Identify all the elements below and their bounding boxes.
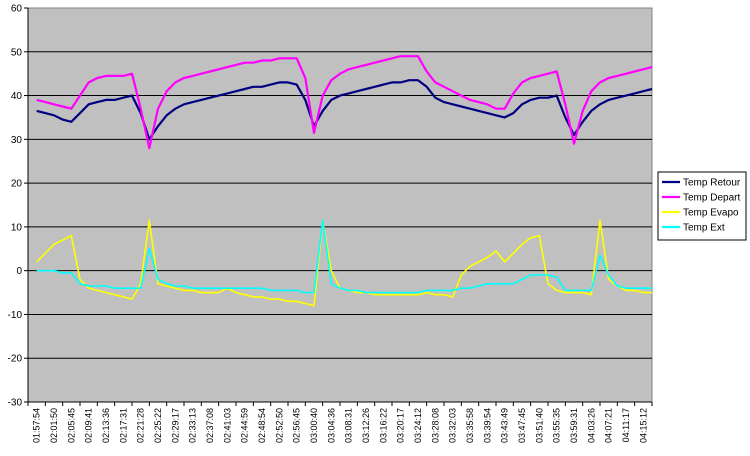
x-tick-label: 02:09:41 [84,408,94,443]
x-tick-label: 03:24:12 [413,408,423,443]
y-tick-label: 40 [11,91,23,102]
x-tick-label: 01:57:54 [32,408,42,443]
x-tick-label: 02:52:50 [274,408,284,443]
x-tick-label: 03:43:49 [500,408,510,443]
legend-label-temp-depart: Temp Depart [683,193,740,204]
series-lines [36,55,653,307]
y-tick-label: 50 [11,47,23,58]
y-tick-label: -30 [8,398,23,409]
plot-area [27,7,653,403]
x-tick-label: 02:44:59 [240,408,250,443]
x-axis: 01:57:54 02:01:50 02:05:45 02:09:41 02:13:36… [27,401,653,443]
legend-label-temp-evapo: Temp Evapo [683,208,739,219]
x-tick-label: 03:51:40 [534,408,544,443]
series-line-temp-depart [36,55,653,150]
x-tick-label: 03:32:03 [448,408,458,443]
y-tick-label: 30 [11,135,23,146]
x-tick-label: 02:37:08 [205,408,215,443]
x-tick-label: 02:48:54 [257,408,267,443]
x-tick-label: 02:13:36 [101,408,111,443]
y-tick-label: 0 [16,266,22,277]
x-tick-label: 03:35:58 [465,408,475,443]
x-tick-label: 02:17:31 [118,408,128,443]
x-tick-label: 03:16:22 [378,408,388,443]
x-tick-label: 02:33:13 [188,408,198,443]
x-tick-label: 03:04:36 [326,408,336,443]
x-tick-label: 04:15:12 [638,408,648,443]
legend-label-temp-ext: Temp Ext [683,223,725,234]
series-line-temp-retour [36,79,653,141]
x-tick-label: 03:39:54 [482,408,492,443]
x-tick-label: 02:25:22 [153,408,163,443]
x-tick-label: 02:05:45 [66,408,76,443]
x-tick-label: 03:12:26 [361,408,371,443]
legend-box [657,171,747,241]
legend: Temp Retour Temp Depart Temp Evapo Temp Ext [657,171,747,241]
x-tick-label: 03:28:08 [430,408,440,443]
y-tick-label: 10 [11,222,23,233]
x-tick-label: 03:08:31 [344,408,354,443]
x-tick-label: 03:47:45 [517,408,527,443]
x-tick-label: 02:29:17 [170,408,180,443]
x-tick-label: 04:07:21 [604,408,614,443]
y-tick-label: 60 [11,4,23,15]
x-tick-label: 02:01:50 [49,408,59,443]
x-tick-label: 02:21:28 [136,408,146,443]
y-tick-label: -10 [8,310,23,321]
x-tick-label: 02:56:45 [292,408,302,443]
x-tick-label: 04:11:17 [621,408,631,442]
y-tick-label: 20 [11,179,23,190]
x-tick-label: 03:55:35 [552,408,562,443]
plot-background [27,7,653,403]
x-tick-label: 04:03:26 [586,408,596,443]
x-tick-label: 03:00:40 [309,408,319,443]
x-tick-label: 03:20:17 [396,408,406,443]
x-tick-label: 02:41:03 [222,408,232,443]
x-tick-label: 03:59:31 [569,408,579,443]
y-tick-label: -20 [8,354,23,365]
legend-label-temp-retour: Temp Retour [683,178,741,189]
y-axis: -30 -20 -10 0 10 20 30 40 50 60 [8,4,29,409]
series-line-temp-ext [36,219,652,294]
